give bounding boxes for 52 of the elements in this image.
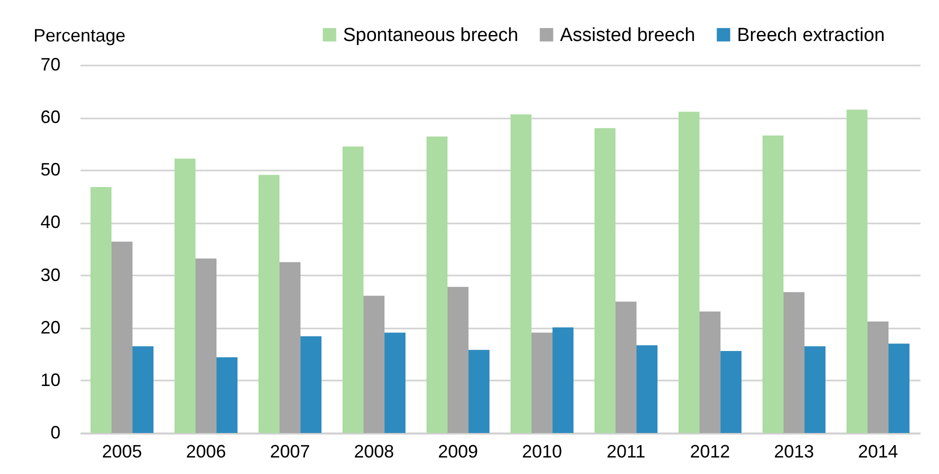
x-tick-label: 2005 (102, 442, 142, 462)
bar (678, 112, 700, 433)
bar (384, 332, 406, 433)
bar (762, 135, 784, 433)
bar (448, 286, 468, 433)
bar (174, 158, 196, 433)
bar (888, 344, 910, 433)
x-tick-label: 2014 (858, 442, 898, 462)
x-tick-label: 2006 (186, 442, 226, 462)
bar (784, 292, 804, 433)
x-tick-label: 2013 (774, 442, 814, 462)
legend-label: Breech extraction (737, 24, 885, 46)
y-axis-title: Percentage (34, 26, 126, 46)
bar (720, 350, 742, 433)
bar (196, 258, 216, 433)
y-tick-label: 60 (40, 107, 60, 128)
x-tick-label: 2008 (354, 442, 394, 462)
bar (636, 345, 658, 433)
y-tick-label: 50 (40, 160, 60, 180)
bar (112, 242, 132, 433)
bar (700, 312, 720, 433)
bar (468, 350, 490, 433)
y-tick-label: 20 (40, 317, 60, 338)
x-tick-label: 2012 (690, 442, 730, 462)
bar (510, 114, 532, 433)
bar (552, 327, 574, 433)
bar (90, 186, 112, 433)
x-tick-label: 2010 (522, 442, 562, 462)
legend-label: Assisted breech (560, 24, 696, 46)
y-tick-label: 0 (50, 422, 60, 442)
bar (300, 336, 322, 433)
bar (342, 146, 364, 433)
bar (532, 332, 552, 433)
y-tick-label: 10 (40, 370, 60, 390)
bar (216, 357, 238, 433)
y-tick-label: 70 (40, 54, 60, 74)
y-tick-label: 40 (40, 212, 60, 232)
x-tick-label: 2011 (606, 442, 646, 462)
bar (258, 174, 280, 433)
bar (616, 302, 636, 433)
bar (132, 346, 154, 433)
legend-label: Spontaneous breech (343, 24, 518, 46)
bar (804, 346, 826, 433)
bar (846, 110, 868, 433)
bar (280, 262, 300, 433)
bar (594, 128, 616, 433)
x-tick-label: 2007 (270, 442, 310, 462)
bar (364, 296, 384, 433)
bar (426, 136, 448, 433)
y-tick-label: 30 (40, 264, 60, 285)
bar (868, 322, 888, 433)
x-tick-label: 2009 (438, 442, 478, 462)
